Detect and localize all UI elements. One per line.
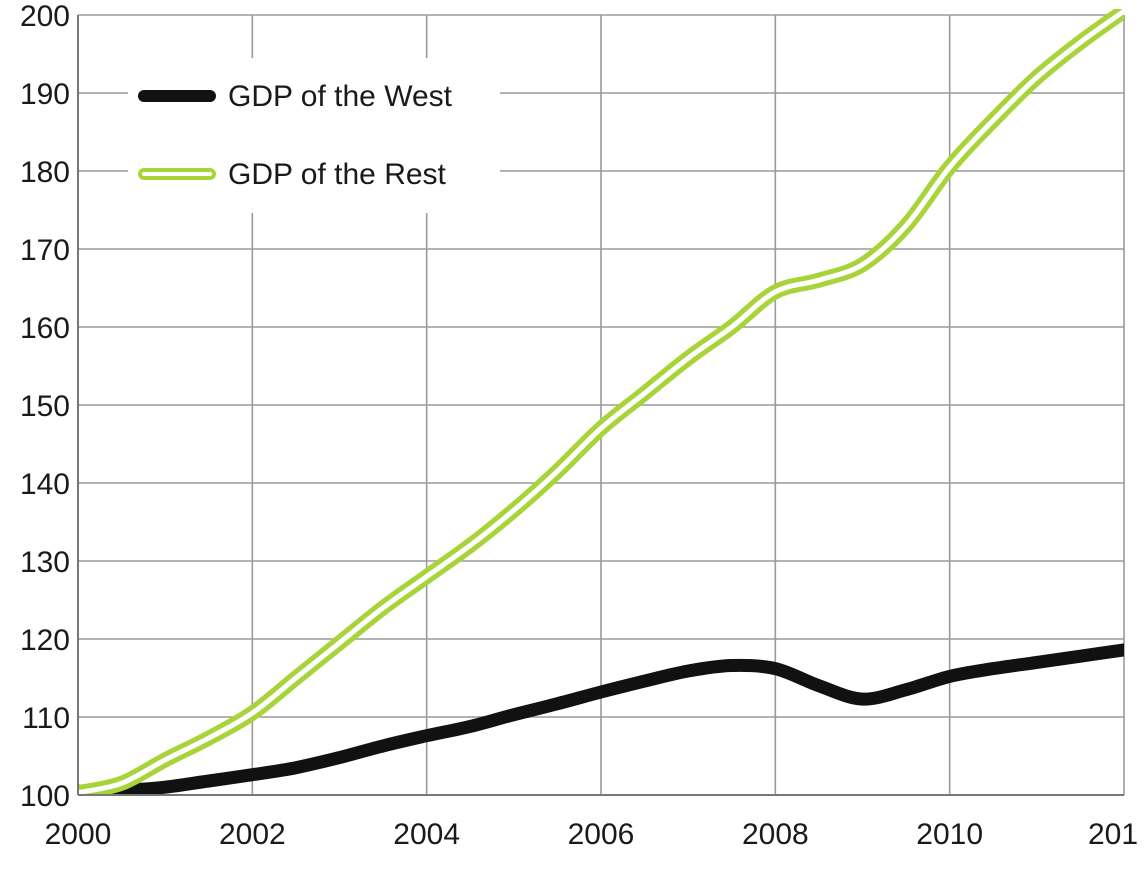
y-tick-label: 170 (20, 234, 70, 267)
legend-background (128, 58, 500, 213)
y-tick-label: 100 (20, 780, 70, 813)
legend: GDP of the West GDP of the Rest (128, 58, 500, 213)
x-tick-label: 2008 (742, 818, 809, 851)
y-tick-label: 180 (20, 156, 70, 189)
x-tick-label: 2006 (568, 818, 635, 851)
y-tick-label: 190 (20, 78, 70, 111)
x-tick-label: 2000 (45, 818, 112, 851)
axes: 100 110 120 130 140 150 160 170 180 190 200 2000 200… (20, 0, 1138, 851)
series-lines (78, 9, 1124, 795)
series-line-gdp-of-the-west (78, 643, 1124, 795)
legend-label-west: GDP of the West (228, 80, 453, 113)
x-tick-label: 2010 (916, 818, 983, 851)
y-tick-label: 140 (20, 468, 70, 501)
x-tick-label: 2002 (219, 818, 286, 851)
y-tick-label: 150 (20, 390, 70, 423)
x-tick-label: 2004 (393, 818, 460, 851)
y-tick-label: 120 (20, 624, 70, 657)
y-tick-label: 130 (20, 546, 70, 579)
x-tick-label: 201 (1088, 818, 1138, 851)
legend-label-rest: GDP of the Rest (228, 158, 447, 191)
series-line-gdp-of-the-rest-inner (78, 9, 1124, 795)
y-tick-label: 110 (22, 702, 70, 735)
y-tick-label: 200 (20, 0, 70, 33)
y-tick-label: 160 (20, 312, 70, 345)
